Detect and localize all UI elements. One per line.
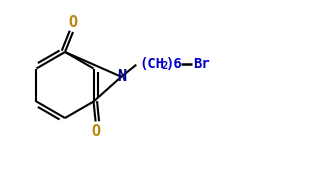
Text: O: O (68, 15, 78, 30)
Text: 2: 2 (161, 61, 167, 71)
Text: N: N (117, 69, 126, 84)
Text: O: O (91, 123, 100, 139)
Text: Br: Br (193, 57, 210, 71)
Text: )6: )6 (166, 57, 183, 71)
Text: (CH: (CH (139, 57, 165, 71)
